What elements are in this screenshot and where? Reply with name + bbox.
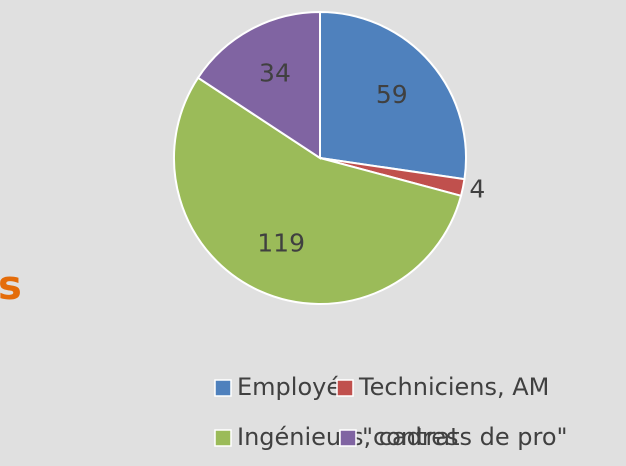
data-label: 34 xyxy=(259,58,291,87)
pie-slice xyxy=(319,10,467,181)
legend-swatch xyxy=(214,379,232,397)
cropped-text: s xyxy=(0,263,22,309)
legend-label: "contrats de pro" xyxy=(362,423,568,451)
pie-slice xyxy=(196,10,321,160)
data-label: 119 xyxy=(257,229,305,258)
pie-slice xyxy=(173,76,463,305)
data-label: 59 xyxy=(376,80,408,109)
legend-label: Employés xyxy=(237,373,354,401)
legend-swatch xyxy=(214,429,232,447)
legend-swatch xyxy=(339,429,357,447)
legend-label: Techniciens, AM xyxy=(358,373,549,401)
legend-swatch xyxy=(336,379,354,397)
data-label: 4 xyxy=(469,174,485,203)
